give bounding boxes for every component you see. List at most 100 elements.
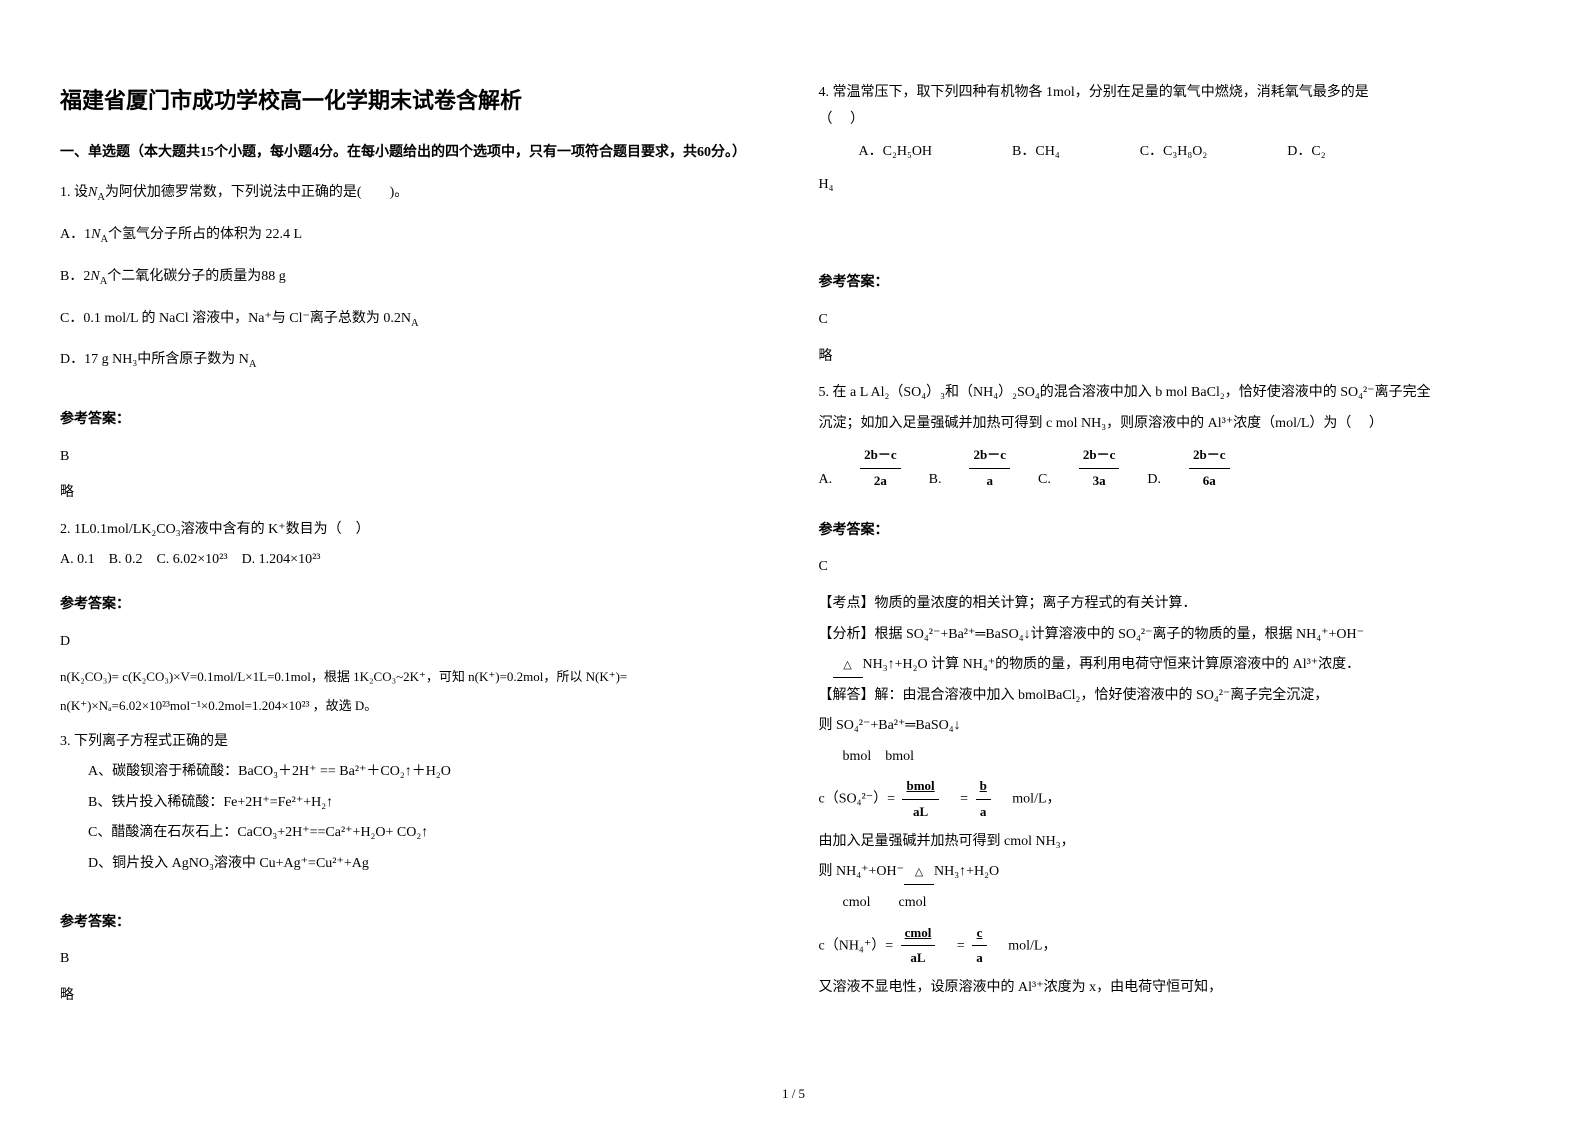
q4-optC: C．C₃H₈O₂ bbox=[1140, 139, 1208, 166]
page-title: 福建省厦门市成功学校高一化学期末试卷含解析 bbox=[60, 80, 769, 122]
q5-e1: 【考点】物质的量浓度的相关计算；离子方程式的有关计算． bbox=[819, 591, 1528, 618]
q5-e11g-den: a bbox=[972, 946, 987, 971]
q5-e8: 由加入足量强碱并加热可得到 cmol NH₃， bbox=[819, 829, 1528, 856]
q3-ans: B bbox=[60, 946, 769, 973]
q5-opts: A. 2b－c2a B. 2b－ca C. 2b－c3a D. 2b－c6a bbox=[819, 443, 1528, 493]
q5-fracA-num: 2b－c bbox=[860, 443, 901, 469]
q1-extra: 略 bbox=[60, 480, 769, 507]
q5-e3b: NH₃↑+H₂O 计算 NH₄⁺的物质的量，再利用电荷守恒来计算原溶液中的 Al… bbox=[863, 657, 1361, 672]
right-column: 4. 常温常压下，取下列四种有机物各 1mol，分别在足量的氧气中燃烧，消耗氧气… bbox=[819, 80, 1528, 1052]
q5-e7f-num: bmol bbox=[902, 774, 938, 800]
q5-ans: C bbox=[819, 554, 1528, 581]
q5-fracA-den: 2a bbox=[860, 469, 901, 494]
q5-e9: 则 NH₄⁺+OH⁻△NH₃↑+H₂O bbox=[819, 859, 1528, 886]
q1-c-sub: A bbox=[411, 317, 419, 328]
q1-a-suffix: 个氢气分子所占的体积为 22.4 L bbox=[108, 227, 302, 242]
q3-optA: A、碳酸钡溶于稀硫酸：BaCO₃＋2H⁺ == Ba²⁺＋CO₂↑＋H₂O bbox=[88, 759, 769, 786]
q5-e11f-den: aL bbox=[901, 946, 936, 971]
q1-stem-suffix: 为阿伏加德罗常数，下列说法中正确的是( )。 bbox=[105, 185, 408, 200]
q4-optA: A．C₂H₅OH bbox=[859, 139, 933, 166]
q3-extra: 略 bbox=[60, 983, 769, 1010]
q5-e7f: bmolaL bbox=[902, 774, 938, 824]
page-footer: 1 / 5 bbox=[0, 1086, 1587, 1102]
q1: 1. 设NA为阿伏加德罗常数，下列说法中正确的是( )。 A．1NA个氢气分子所… bbox=[60, 180, 769, 379]
q5-e11: c（NH₄⁺）= cmolaL = ca mol/L， bbox=[819, 921, 1528, 971]
q5-e4: 【解答】解：由混合溶液中加入 bmolBaCl₂，恰好使溶液中的 SO₄²⁻离子… bbox=[819, 683, 1528, 710]
q5: 5. 在 a L Al₂（SO₄）₃和（NH₄）₂SO₄的混合溶液中加入 b m… bbox=[819, 380, 1528, 500]
q1-na: NA bbox=[88, 185, 105, 200]
q4-optD-cont: H₄ bbox=[819, 172, 1528, 199]
q4-ans: C bbox=[819, 307, 1528, 334]
q5-labelC: C. bbox=[1038, 467, 1051, 494]
q5-e7b: = bbox=[946, 792, 968, 807]
q1-ans-head: 参考答案： bbox=[60, 407, 769, 434]
q5-fracD-den: 6a bbox=[1189, 469, 1230, 494]
q5-e9a: 则 NH₄⁺+OH⁻ bbox=[819, 864, 905, 879]
q1-na-sub: A bbox=[97, 192, 105, 203]
q4-optD: D．C₂ bbox=[1287, 139, 1325, 166]
q2-opts: A. 0.1 B. 0.2 C. 6.02×10²³ D. 1.204×10²³ bbox=[60, 547, 769, 574]
q5-e9b: NH₃↑+H₂O bbox=[934, 864, 999, 879]
q4-extra: 略 bbox=[819, 344, 1528, 371]
q5-stem2: 沉淀；如加入足量强碱并加热可得到 c mol NH₃，则原溶液中的 Al³⁺浓度… bbox=[819, 411, 1528, 438]
q5-e12: 又溶液不显电性，设原溶液中的 Al³⁺浓度为 x，由电荷守恒可知， bbox=[819, 975, 1528, 1002]
q5-fracD: 2b－c6a bbox=[1189, 443, 1230, 493]
q3-stem: 3. 下列离子方程式正确的是 bbox=[60, 729, 769, 756]
q5-e7a: c（SO₄²⁻）= bbox=[819, 792, 895, 807]
q5-labelA: A. bbox=[819, 467, 833, 494]
q1-stem-prefix: 1. 设 bbox=[60, 185, 88, 200]
q1-b-suffix: 个二氧化碳分子的质量为88 g bbox=[107, 269, 286, 284]
q3-optD: D、铜片投入 AgNO₃溶液中 Cu+Ag⁺=Cu²⁺+Ag bbox=[88, 851, 769, 878]
q5-fracB-num: 2b－c bbox=[969, 443, 1010, 469]
q1-optA: A．1NA个氢气分子所占的体积为 22.4 L bbox=[60, 222, 769, 250]
q5-e3: △NH₃↑+H₂O 计算 NH₄⁺的物质的量，再利用电荷守恒来计算原溶液中的 A… bbox=[819, 652, 1528, 679]
q5-e3a bbox=[819, 657, 833, 672]
q1-a-na-sub: A bbox=[100, 234, 108, 245]
q5-e10: cmol cmol bbox=[829, 890, 1528, 917]
q1-d-text: D．17 g NH₃中所含原子数为 N bbox=[60, 352, 249, 367]
q5-e11a: c（NH₄⁺）= bbox=[819, 938, 894, 953]
q5-labelD: D. bbox=[1147, 467, 1161, 494]
q5-e6: bmol bmol bbox=[829, 744, 1528, 771]
q5-fracD-num: 2b－c bbox=[1189, 443, 1230, 469]
q5-e11c: mol/L， bbox=[994, 938, 1056, 953]
q5-fracA: 2b－c2a bbox=[860, 443, 901, 493]
q5-ans-head: 参考答案： bbox=[819, 518, 1528, 545]
q5-e11g-num: c bbox=[972, 921, 987, 947]
q5-e2: 【分析】根据 SO₄²⁻+Ba²⁺═BaSO₄↓计算溶液中的 SO₄²⁻离子的物… bbox=[819, 622, 1528, 649]
q4: 4. 常温常压下，取下列四种有机物各 1mol，分别在足量的氧气中燃烧，消耗氧气… bbox=[819, 80, 1528, 202]
q2: 2. 1L0.1mol/LK₂CO₃溶液中含有的 K⁺数目为（ ） A. 0.1… bbox=[60, 517, 769, 578]
q2-stem: 2. 1L0.1mol/LK₂CO₃溶液中含有的 K⁺数目为（ ） bbox=[60, 517, 769, 544]
q3: 3. 下列离子方程式正确的是 A、碳酸钡溶于稀硫酸：BaCO₃＋2H⁺ == B… bbox=[60, 729, 769, 882]
q3-optB: B、铁片投入稀硫酸：Fe+2H⁺=Fe²⁺+H₂↑ bbox=[88, 790, 769, 817]
q5-e7f-den: aL bbox=[902, 800, 938, 825]
q1-a-prefix: A．1 bbox=[60, 227, 91, 242]
q2-ans-head: 参考答案： bbox=[60, 592, 769, 619]
q5-fracC: 2b－c3a bbox=[1079, 443, 1120, 493]
q1-c-text: C．0.1 mol/L 的 NaCl 溶液中，Na⁺与 Cl⁻离子总数为 0.2… bbox=[60, 311, 411, 326]
delta-icon: △ bbox=[833, 655, 863, 676]
q1-d-sub: A bbox=[249, 359, 257, 370]
q1-na-letter: N bbox=[88, 185, 97, 200]
q5-e7c: mol/L， bbox=[998, 792, 1060, 807]
q5-fracB: 2b－ca bbox=[969, 443, 1010, 493]
q1-b-prefix: B．2 bbox=[60, 269, 90, 284]
q5-labelB: B. bbox=[929, 467, 942, 494]
section-head: 一、单选题（本大题共15个小题，每小题4分。在每小题给出的四个选项中，只有一项符… bbox=[60, 140, 769, 167]
q5-fracC-num: 2b－c bbox=[1079, 443, 1120, 469]
q5-e11f: cmolaL bbox=[901, 921, 936, 971]
q5-e11g: ca bbox=[972, 921, 987, 971]
q3-optC: C、醋酸滴在石灰石上：CaCO₃+2H⁺==Ca²⁺+H₂O+ CO₂↑ bbox=[88, 820, 769, 847]
q1-optC: C．0.1 mol/L 的 NaCl 溶液中，Na⁺与 Cl⁻离子总数为 0.2… bbox=[60, 306, 769, 334]
q4-optB: B．CH₄ bbox=[1012, 139, 1060, 166]
q1-optB: B．2NA个二氧化碳分子的质量为88 g bbox=[60, 264, 769, 292]
delta-icon-2: △ bbox=[904, 862, 934, 883]
q2-ans: D bbox=[60, 629, 769, 656]
q5-e11b: = bbox=[943, 938, 965, 953]
q3-ans-head: 参考答案： bbox=[60, 910, 769, 937]
q5-e7: c（SO₄²⁻）= bmolaL = ba mol/L， bbox=[819, 774, 1528, 824]
q2-expl1: n(K₂CO₃)= c(K₂CO₃)×V=0.1mol/L×1L=0.1mol，… bbox=[60, 665, 769, 690]
q5-e11f-num: cmol bbox=[901, 921, 936, 947]
q5-e5: 则 SO₄²⁻+Ba²⁺═BaSO₄↓ bbox=[819, 713, 1528, 740]
q5-stem1: 5. 在 a L Al₂（SO₄）₃和（NH₄）₂SO₄的混合溶液中加入 b m… bbox=[819, 380, 1528, 407]
